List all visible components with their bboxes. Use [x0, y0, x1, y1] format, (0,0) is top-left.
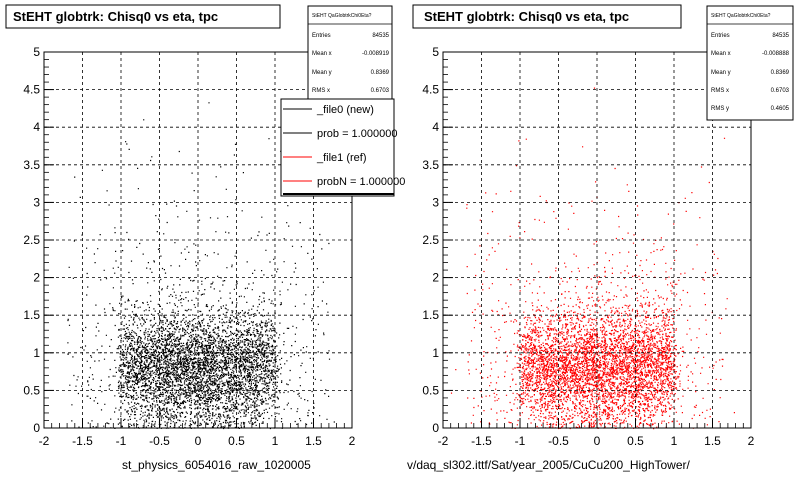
right-stats-header: StEHT QaGlobtrkChi0Eta?: [711, 13, 771, 19]
left-stats-box: StEHT QaGlobtrkChi0Eta? Entries 84535 Me…: [307, 5, 393, 101]
y-tick-label: 0: [432, 421, 439, 435]
right-scatter-points: [450, 87, 735, 430]
right-stats-box: StEHT QaGlobtrkChi0Eta? Entries 84535 Me…: [706, 5, 794, 121]
right-title: StEHT globtrk: Chisq0 vs eta, tpc: [424, 9, 629, 24]
left-stats-label-0: Entries: [312, 33, 331, 39]
left-stats-value-3: 0.6703: [371, 88, 390, 94]
legend-box: _file0 (new) prob = 1.000000 _file1 (ref…: [280, 98, 405, 197]
right-stats-value-4: 0.4605: [771, 106, 790, 112]
right-stats-value-1: -0.008888: [762, 51, 790, 57]
y-tick-label: 1: [432, 346, 439, 360]
right-axis-ticks: -2 -1.5 -1 -0.5 0 0.5 1 1.5 2 0 0.5 1 1.5 2 2.5 3 3.5 4 4.…: [422, 45, 754, 448]
y-tick-label: 4.5: [23, 83, 40, 97]
right-stats-label-3: RMS x: [711, 88, 729, 94]
x-tick-label: 1: [272, 434, 279, 448]
right-stats-value-3: 0.6703: [771, 88, 790, 94]
right-grid: [443, 52, 751, 428]
y-tick-label: 3.5: [23, 158, 40, 172]
x-tick-label: -0.5: [149, 434, 170, 448]
legend-label-3: probN = 1.000000: [317, 176, 405, 188]
x-tick-label: 0: [195, 434, 202, 448]
right-stats-value-2: 0.8369: [771, 70, 790, 76]
y-tick-label: 1: [33, 346, 40, 360]
x-tick-label: 2: [349, 434, 356, 448]
x-tick-label: -2: [39, 434, 50, 448]
x-tick-label: 0: [594, 434, 601, 448]
x-tick-label: 2: [748, 434, 755, 448]
left-stats-header: StEHT QaGlobtrkChi0Eta?: [312, 13, 372, 19]
left-title-box: [5, 4, 281, 29]
right-stats-label-2: Mean y: [711, 70, 731, 76]
y-tick-label: 2.5: [23, 233, 40, 247]
right-x-axis-label: v/daq_sl302.ittf/Sat/year_2005/CuCu200_H…: [407, 458, 691, 472]
left-x-axis-label: st_physics_6054016_raw_1020005: [122, 458, 311, 472]
left-stats-value-1: -0.008919: [362, 51, 390, 57]
x-tick-label: -1: [116, 434, 127, 448]
y-tick-label: 3.5: [422, 158, 439, 172]
left-stats-label-1: Mean x: [312, 51, 332, 57]
right-stats-label-0: Entries: [711, 33, 730, 39]
x-tick-label: -2: [438, 434, 449, 448]
right-stats-label-4: RMS y: [711, 106, 729, 112]
y-tick-label: 2: [432, 271, 439, 285]
y-tick-label: 4: [33, 120, 40, 134]
legend-label-2: _file1 (ref): [316, 152, 367, 164]
y-tick-label: 0.5: [23, 383, 40, 397]
x-tick-label: -1.5: [471, 434, 492, 448]
y-tick-label: 1.5: [422, 308, 439, 322]
y-tick-label: 5: [432, 45, 439, 59]
y-tick-label: 2.5: [422, 233, 439, 247]
x-tick-label: 1.5: [305, 434, 322, 448]
legend-label-0: _file0 (new): [316, 104, 374, 116]
right-stats-frame: [706, 5, 794, 121]
left-stats-label-2: Mean y: [312, 70, 332, 76]
legend-label-1: prob = 1.000000: [317, 128, 397, 140]
left-panel: -2 -1.5 -1 -0.5 0 0.5 1 1.5 2 0 0.5 1 1.5 2 2.5 3 3.5 4 4.…: [5, 4, 406, 472]
x-tick-label: -0.5: [548, 434, 569, 448]
y-tick-label: 1.5: [23, 308, 40, 322]
y-tick-label: 2: [33, 271, 40, 285]
y-tick-label: 3: [432, 195, 439, 209]
left-stats-label-3: RMS x: [312, 88, 330, 94]
left-title: StEHT globtrk: Chisq0 vs eta, tpc: [13, 9, 218, 24]
left-stats-value-2: 0.8369: [371, 70, 390, 76]
y-tick-label: 0.5: [422, 383, 439, 397]
x-tick-label: 0.5: [228, 434, 245, 448]
y-tick-label: 0: [33, 421, 40, 435]
x-tick-label: 1.5: [704, 434, 721, 448]
x-tick-label: -1: [515, 434, 526, 448]
x-tick-label: -1.5: [72, 434, 93, 448]
y-tick-label: 4.5: [422, 83, 439, 97]
x-tick-label: 0.5: [627, 434, 644, 448]
right-panel: -2 -1.5 -1 -0.5 0 0.5 1 1.5 2 0 0.5 1 1.5 2 2.5 3 3.5 4 4.…: [407, 4, 794, 472]
left-stats-frame: [307, 5, 393, 101]
legend-frame: [280, 98, 395, 197]
right-stats-value-0: 84535: [772, 33, 789, 39]
x-tick-label: 1: [671, 434, 678, 448]
left-axis-ticks: -2 -1.5 -1 -0.5 0 0.5 1 1.5 2 0 0.5 1 1.5 2 2.5 3 3.5 4 4.…: [23, 45, 355, 448]
scatter-point-cloud: [450, 87, 735, 430]
left-stats-value-0: 84535: [372, 33, 389, 39]
left-grid: [44, 52, 352, 428]
y-tick-label: 3: [33, 195, 40, 209]
right-title-box: [412, 4, 682, 29]
right-stats-label-1: Mean x: [711, 51, 731, 57]
y-tick-label: 4: [432, 120, 439, 134]
y-tick-label: 5: [33, 45, 40, 59]
